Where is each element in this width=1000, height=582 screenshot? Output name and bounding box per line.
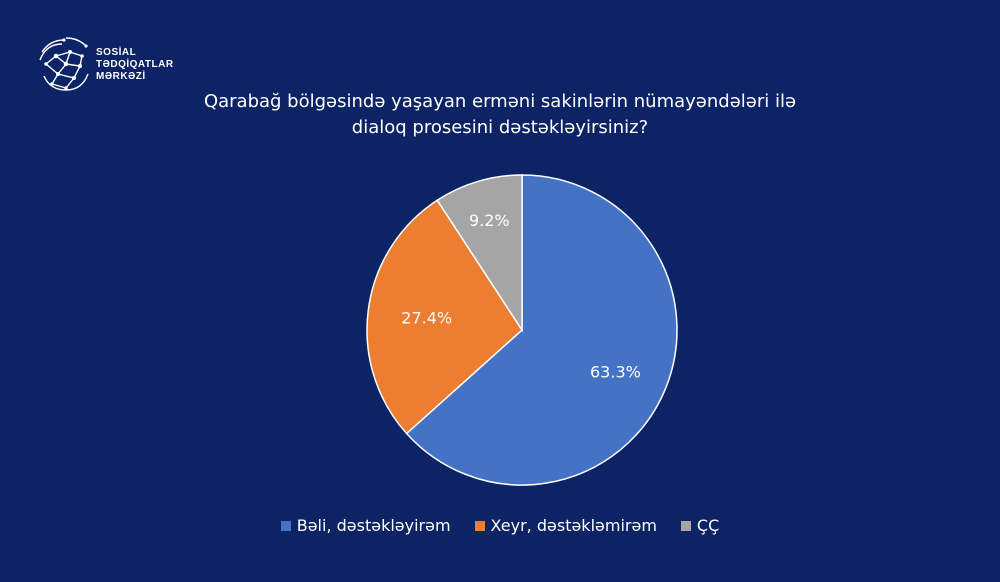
logo: SOSİAL TƏDQİQATLAR MƏRKƏZİ [36,34,196,104]
data-label-3: 9.2% [469,211,510,230]
data-label-2: 27.4% [401,308,452,327]
chart-title: Qarabağ bölgəsində yaşayan erməni sakinl… [150,89,850,141]
brand-line-3: MƏRKƏZİ [96,71,146,82]
legend-item-3: ÇÇ [680,516,720,535]
data-label-1: 63.3% [590,363,641,382]
legend-label-2: Xeyr, dəstəkləmirəm [490,516,657,535]
legend-item-2: Xeyr, dəstəkləmirəm [474,516,657,535]
legend-swatch-1 [280,520,291,531]
legend-label-1: Bəli, dəstəkləyirəm [296,516,451,535]
pie-slice-3 [436,174,523,333]
chart-title-line-1: Qarabağ bölgəsində yaşayan erməni sakinl… [203,91,797,112]
chart-legend: Bəli, dəstəkləyirəm Xeyr, dəstəkləmirəm ÇÇ [0,516,1000,535]
pie-slice-2 [366,199,523,435]
legend-label-3: ÇÇ [696,516,720,535]
legend-swatch-2 [474,520,485,531]
brand-line-2: TƏDQİQATLAR [96,59,174,70]
legend-swatch-3 [680,520,691,531]
chart-title-line-2: dialoq prosesini dəstəkləyirsiniz? [351,117,649,138]
brand-line-1: SOSİAL [96,47,137,58]
legend-item-1: Bəli, dəstəkləyirəm [280,516,451,535]
globe-network-icon [39,37,89,91]
brand-name: SOSİAL TƏDQİQATLAR MƏRKƏZİ [96,47,174,83]
pie-slice-1 [405,174,678,486]
